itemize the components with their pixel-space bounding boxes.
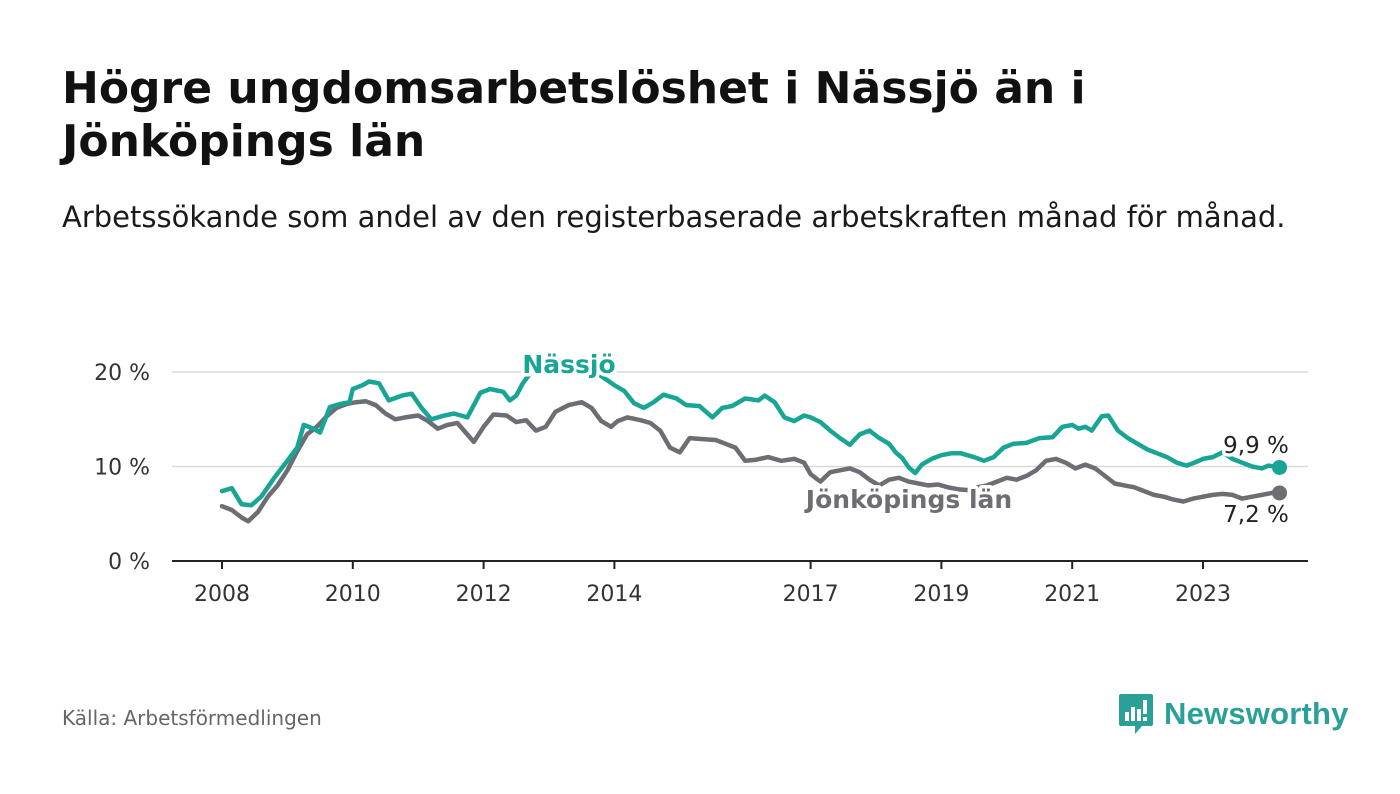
series-lines — [219, 365, 1288, 524]
end-point-nassjo — [1272, 459, 1288, 475]
brand-name: Newsworthy — [1164, 696, 1349, 731]
series-line-lan — [219, 399, 1282, 524]
y-axis-ticks: 0 % 10 % 20 % — [94, 361, 150, 575]
series-line-nassjo — [219, 365, 1282, 508]
gridlines — [172, 371, 1308, 468]
y-tick-label: 20 % — [94, 361, 150, 386]
x-tick-label: 2017 — [783, 582, 839, 607]
x-tick-label: 2008 — [194, 582, 250, 607]
y-tick-label: 10 % — [94, 456, 150, 481]
x-tick-label: 2014 — [586, 582, 642, 607]
end-label-lan: 7,2 % — [1223, 502, 1289, 528]
x-tick-label: 2012 — [456, 582, 512, 607]
x-tick-label: 2023 — [1175, 582, 1231, 607]
series-label-nassjo: Nässjö — [522, 350, 615, 379]
newsworthy-logo-icon — [1119, 694, 1153, 734]
end-point-lan — [1272, 485, 1288, 501]
x-tick-label: 2021 — [1044, 582, 1100, 607]
end-label-nassjo: 9,9 % — [1223, 433, 1289, 459]
series-labels: Nässjö Jönköpings län 9,9 % 7,2 % — [519, 347, 1293, 532]
chart-subtitle: Arbetssökande som andel av den registerb… — [62, 200, 1286, 234]
chart-title: Högre ungdomsarbetslöshet i Nässjö än i … — [62, 63, 1086, 167]
series-label-lan: Jönköpings län — [804, 485, 1012, 514]
x-axis: 2008 2010 2012 2014 2017 2019 2021 2023 — [172, 560, 1308, 607]
x-tick-label: 2019 — [913, 582, 969, 607]
brand-logo[interactable]: Newsworthy — [1118, 690, 1349, 738]
x-tick-label: 2010 — [325, 582, 381, 607]
line-chart: 0 % 10 % 20 % 2008 2010 2012 2014 2017 2019 2021… — [94, 347, 1308, 607]
source-note: Källa: Arbetsförmedlingen — [62, 706, 322, 730]
y-tick-label: 0 % — [108, 550, 150, 575]
